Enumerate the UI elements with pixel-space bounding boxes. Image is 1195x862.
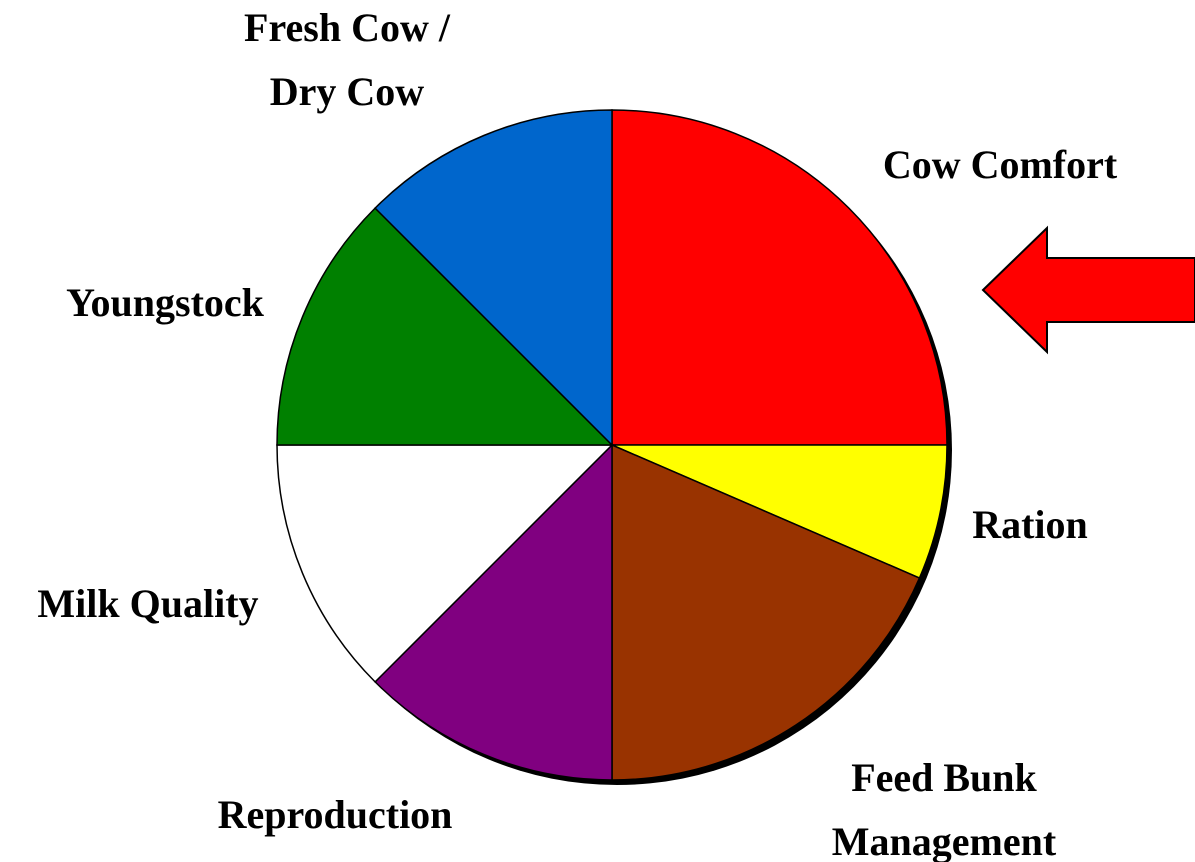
- pie-slice: [276, 444, 614, 683]
- pie-slice: [611, 443, 921, 781]
- slice-label: Fresh Cow / Dry Cow: [244, 5, 450, 114]
- pie-slice: [611, 109, 948, 446]
- slice-label: Youngstock: [66, 280, 264, 325]
- slice-label: Cow Comfort: [882, 142, 1118, 187]
- slice-label: Feed Bunk Management: [831, 755, 1057, 862]
- pie-slice: [374, 109, 613, 447]
- slice-label: Reproduction: [217, 792, 453, 837]
- pie-slice: [611, 444, 948, 580]
- arrow: [981, 225, 1195, 355]
- pie-slice: [276, 207, 614, 446]
- slice-label: Ration: [972, 502, 1088, 547]
- slice-label: Milk Quality: [37, 581, 259, 626]
- pie-slice: [374, 443, 613, 781]
